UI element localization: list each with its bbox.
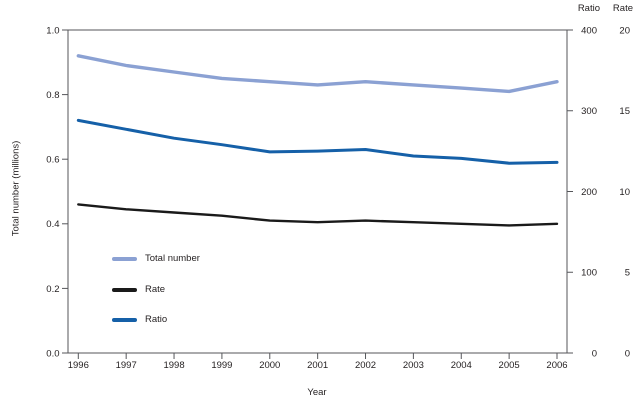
ratio-axis-tick-label: 200 <box>581 187 597 198</box>
x-axis-tick-label: 2002 <box>355 360 376 371</box>
line-rate <box>77 203 559 227</box>
x-axis-tick-label: 2004 <box>451 360 472 371</box>
rate-axis-tick-label: 10 <box>619 187 630 198</box>
ratio-axis-tick-label: 100 <box>581 268 597 279</box>
x-axis-tick-label: 2003 <box>403 360 424 371</box>
line-ratio <box>76 118 559 165</box>
x-axis-title: Year <box>307 387 327 398</box>
legend-swatch-line <box>112 318 137 322</box>
x-axis-tick-label: 1999 <box>211 360 232 371</box>
legend-swatch-line <box>112 288 137 292</box>
ratio-axis-tick-label: 400 <box>581 25 597 36</box>
x-axis-tick-label: 2005 <box>499 360 520 371</box>
rate-axis-tick-label: 0 <box>625 348 630 359</box>
ratio-axis-tick-label: 0 <box>592 348 597 359</box>
left-axis-tick-label: 0.2 <box>46 284 59 295</box>
x-axis-tick-label: 2000 <box>259 360 280 371</box>
left-axis-tick-label: 0.8 <box>46 90 59 101</box>
right-axis-header-ratio: Ratio <box>577 3 600 14</box>
rate-axis-tick-label: 5 <box>625 268 630 279</box>
x-axis-tick-label: 1998 <box>163 360 184 371</box>
rate-axis-tick-label: 15 <box>619 106 630 117</box>
left-axis-tick-label: 0.0 <box>46 348 59 359</box>
x-axis-tick-label: 1996 <box>68 360 89 371</box>
ratio-axis-tick-label: 300 <box>581 106 597 117</box>
right-axis-header-rate: Rate <box>612 3 633 14</box>
legend-swatch-line <box>112 257 137 261</box>
legend-label: Total number <box>145 252 200 264</box>
y-axis-title: Total number (millions) <box>10 140 22 237</box>
line-total-number <box>76 54 559 94</box>
left-axis-tick-label: 0.6 <box>46 155 59 166</box>
left-axis-tick-label: 1.0 <box>46 25 59 36</box>
legend-label: Ratio <box>145 313 168 325</box>
plot-frame <box>67 29 568 354</box>
legend-label: Rate <box>145 283 166 295</box>
x-axis-tick-label: 2001 <box>307 360 328 371</box>
left-axis-tick-label: 0.4 <box>46 219 59 230</box>
x-axis-tick-label: 2006 <box>546 360 567 371</box>
rate-axis-tick-label: 20 <box>619 25 630 36</box>
x-axis-tick-label: 1997 <box>116 360 137 371</box>
